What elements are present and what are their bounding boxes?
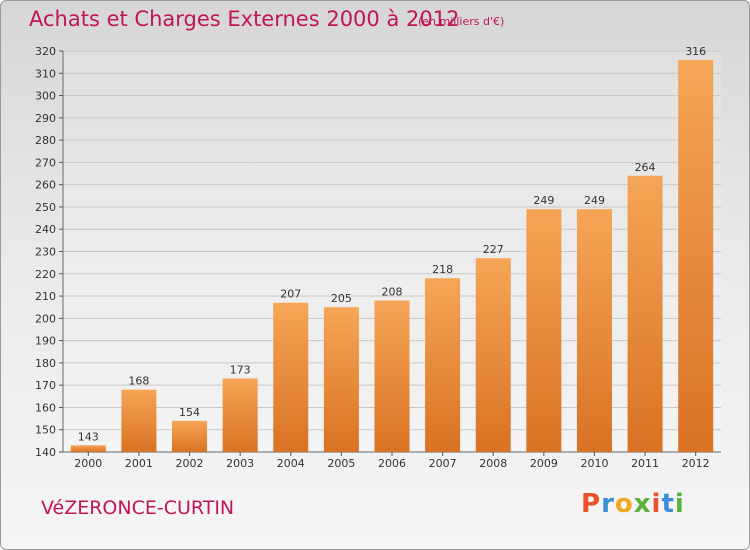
x-tick-label: 2005 [327, 457, 355, 470]
y-tick-label: 160 [35, 401, 56, 414]
data-label: 249 [533, 194, 554, 207]
bar [70, 445, 106, 452]
y-tick-label: 250 [35, 201, 56, 214]
logo-letter: o [614, 489, 634, 519]
bar [273, 302, 309, 452]
y-tick-label: 290 [35, 112, 56, 125]
bar [323, 307, 359, 452]
logo-letter: x [633, 489, 652, 519]
y-tick-label: 190 [35, 335, 56, 348]
x-tick-label: 2003 [226, 457, 254, 470]
y-tick-label: 300 [35, 90, 56, 103]
bar [576, 209, 612, 452]
logo-letter: i [651, 489, 662, 519]
bar [374, 300, 410, 452]
logo-letter: t [661, 489, 675, 519]
chart-subtitle: (en milliers d'€) [418, 15, 505, 28]
y-tick-label: 310 [35, 67, 56, 80]
bar [222, 378, 258, 452]
y-tick-label: 150 [35, 424, 56, 437]
data-label: 154 [179, 406, 200, 419]
y-tick-label: 210 [35, 290, 56, 303]
data-label: 173 [230, 363, 251, 376]
data-label: 227 [483, 243, 504, 256]
data-label: 205 [331, 292, 352, 305]
data-label: 264 [635, 161, 656, 174]
proxiti-logo: Proxiti [581, 489, 685, 519]
y-tick-label: 170 [35, 379, 56, 392]
data-label: 208 [382, 286, 403, 299]
commune-name: VéZERONCE-CURTIN [41, 497, 235, 519]
data-label: 316 [685, 45, 706, 58]
x-tick-label: 2001 [125, 457, 153, 470]
x-tick-label: 2011 [631, 457, 659, 470]
bar [475, 258, 511, 452]
y-tick-label: 180 [35, 357, 56, 370]
x-tick-label: 2009 [530, 457, 558, 470]
y-tick-label: 220 [35, 268, 56, 281]
x-tick-label: 2000 [74, 457, 102, 470]
bar [172, 420, 208, 452]
x-tick-label: 2006 [378, 457, 406, 470]
x-tick-label: 2010 [580, 457, 608, 470]
data-label: 218 [432, 263, 453, 276]
bar [678, 59, 714, 453]
y-tick-label: 200 [35, 312, 56, 325]
y-tick-label: 240 [35, 223, 56, 236]
bar [526, 209, 562, 452]
logo-letter: i [674, 489, 685, 519]
x-tick-label: 2004 [277, 457, 305, 470]
y-tick-label: 280 [35, 134, 56, 147]
y-tick-label: 270 [35, 156, 56, 169]
x-tick-label: 2007 [429, 457, 457, 470]
chart-title: Achats et Charges Externes 2000 à 2012 [29, 7, 460, 31]
x-tick-label: 2012 [682, 457, 710, 470]
data-label: 168 [128, 375, 149, 388]
y-tick-label: 260 [35, 179, 56, 192]
logo-letter: P [581, 489, 602, 519]
data-label: 143 [78, 430, 99, 443]
x-tick-label: 2008 [479, 457, 507, 470]
logo-letter: r [601, 489, 615, 519]
bar [425, 278, 461, 452]
bar [627, 175, 663, 452]
y-tick-label: 230 [35, 246, 56, 259]
x-tick-label: 2002 [176, 457, 204, 470]
data-label: 249 [584, 194, 605, 207]
y-tick-label: 140 [35, 446, 56, 459]
bar [121, 389, 157, 452]
data-label: 207 [280, 288, 301, 301]
y-tick-label: 320 [35, 45, 56, 58]
